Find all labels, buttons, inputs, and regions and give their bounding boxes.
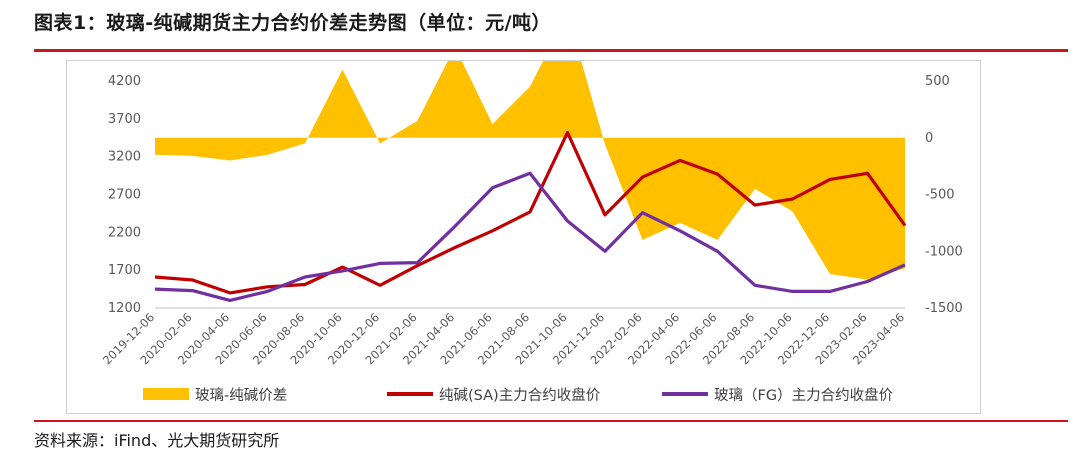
legend-label: 玻璃（FG）主力合约收盘价 (714, 386, 894, 404)
y-right-tick-label: 0 (925, 131, 933, 146)
y-left-tick-label: 4200 (108, 74, 141, 89)
y-left-tick-label: 2200 (108, 225, 141, 240)
y-left-tick-label: 1700 (108, 263, 141, 278)
glass-price-line (154, 171, 906, 302)
y-left-tick-label: 3200 (108, 150, 141, 165)
spread-area (155, 12, 905, 280)
source-note: 资料来源：iFind、光大期货研究所 (34, 431, 280, 450)
legend-label: 纯碱(SA)主力合约收盘价 (439, 386, 601, 404)
y-right-tick-label: -1000 (925, 244, 963, 259)
y-left-tick-label: 1200 (108, 301, 141, 316)
legend-swatch-spread (143, 388, 189, 400)
top-divider (34, 49, 1068, 52)
y-left-tick-label: 2700 (108, 188, 141, 203)
chart-svg: 1200 1700 2200 2700 3200 3700 4200 500 0 -500 -100… (100, 12, 963, 404)
legend-label: 玻璃-纯碱价差 (195, 387, 287, 404)
bottom-divider (34, 420, 1068, 422)
figure-title: 图表1：玻璃-纯碱期货主力合约价差走势图（单位：元/吨） (34, 12, 552, 34)
y-right-tick-label: 500 (925, 74, 950, 89)
y-right-tick-label: -1500 (925, 301, 963, 316)
y-left-tick-label: 3700 (108, 112, 141, 127)
y-right-tick-label: -500 (925, 188, 955, 203)
chart-container: 1200 1700 2200 2700 3200 3700 4200 500 0 -500 -100… (66, 12, 981, 414)
